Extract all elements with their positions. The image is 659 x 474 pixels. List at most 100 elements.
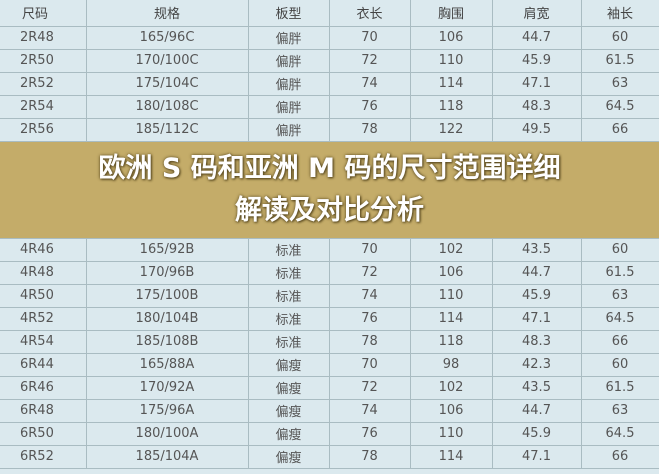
column-header: 肩宽 — [492, 0, 582, 27]
table-cell: 118 — [410, 95, 493, 119]
table-row: 6R44 165/88A 偏瘦 70 98 42.3 60 — [0, 353, 659, 377]
table-cell: 偏胖 — [248, 95, 330, 119]
table-cell: 6R48 — [0, 399, 87, 423]
table-cell: 78 — [329, 445, 411, 469]
table-cell: 偏瘦 — [248, 353, 330, 377]
table-cell: 185/104A — [86, 445, 249, 469]
table-cell: 2R56 — [0, 118, 87, 142]
column-header: 袖长 — [581, 0, 659, 27]
table-cell: 偏瘦 — [248, 399, 330, 423]
table-cell: 标准 — [248, 261, 330, 285]
table-cell: 110 — [410, 284, 493, 308]
table-cell: 165/96C — [86, 26, 249, 50]
table-cell: 44.7 — [492, 26, 582, 50]
table-cell: 45.9 — [492, 284, 582, 308]
table-cell: 165/92B — [86, 238, 249, 262]
table-row: 2R52 175/104C 偏胖 74 114 47.1 63 — [0, 72, 659, 96]
table-cell: 102 — [410, 376, 493, 400]
table-cell: 标准 — [248, 307, 330, 331]
table-cell: 47.1 — [492, 307, 582, 331]
table-cell: 175/104C — [86, 72, 249, 96]
table-cell: 180/104B — [86, 307, 249, 331]
table-cell: 66 — [581, 330, 659, 354]
table-row: 4R52 180/104B 标准 76 114 47.1 64.5 — [0, 307, 659, 331]
table-cell: 2R48 — [0, 26, 87, 50]
table-cell: 4R54 — [0, 330, 87, 354]
table-row: 4R46 165/92B 标准 70 102 43.5 60 — [0, 238, 659, 262]
table-cell: 76 — [329, 307, 411, 331]
table-cell: 61.5 — [581, 376, 659, 400]
table-cell: 43.5 — [492, 238, 582, 262]
table-cell: 175/96A — [86, 399, 249, 423]
table-row: 6R52 185/104A 偏瘦 78 114 47.1 66 — [0, 445, 659, 469]
table-row: 6R46 170/92A 偏瘦 72 102 43.5 61.5 — [0, 376, 659, 400]
table-cell: 60 — [581, 238, 659, 262]
column-header: 板型 — [248, 0, 330, 27]
table-cell: 61.5 — [581, 261, 659, 285]
table-cell: 4R50 — [0, 284, 87, 308]
table-cell: 70 — [329, 353, 411, 377]
table-cell: 102 — [410, 238, 493, 262]
table-row: 4R50 175/100B 标准 74 110 45.9 63 — [0, 284, 659, 308]
table-cell: 175/100B — [86, 284, 249, 308]
table-cell: 110 — [410, 422, 493, 446]
table-cell: 74 — [329, 284, 411, 308]
column-header: 衣长 — [329, 0, 411, 27]
table-cell: 114 — [410, 72, 493, 96]
table-cell: 标准 — [248, 284, 330, 308]
table-cell: 118 — [410, 330, 493, 354]
table-cell: 170/92A — [86, 376, 249, 400]
table-cell: 6R50 — [0, 422, 87, 446]
table-cell: 64.5 — [581, 307, 659, 331]
table-cell: 66 — [581, 118, 659, 142]
table-cell: 47.1 — [492, 72, 582, 96]
table-cell: 98 — [410, 353, 493, 377]
table-cell: 4R52 — [0, 307, 87, 331]
table-cell: 76 — [329, 95, 411, 119]
table-cell: 180/100A — [86, 422, 249, 446]
table-cell: 49.5 — [492, 118, 582, 142]
table-cell: 72 — [329, 261, 411, 285]
table-cell: 74 — [329, 72, 411, 96]
table-cell: 2R50 — [0, 49, 87, 73]
table-cell: 170/96B — [86, 261, 249, 285]
table-cell: 61.5 — [581, 49, 659, 73]
table-row: 4R54 185/108B 标准 78 118 48.3 66 — [0, 330, 659, 354]
table-cell: 76 — [329, 422, 411, 446]
table-cell: 63 — [581, 72, 659, 96]
table-row: 4R48 170/96B 标准 72 106 44.7 61.5 — [0, 261, 659, 285]
table-cell: 114 — [410, 445, 493, 469]
table-cell: 74 — [329, 399, 411, 423]
table-cell: 6R46 — [0, 376, 87, 400]
table-cell: 63 — [581, 284, 659, 308]
table-cell: 66 — [581, 445, 659, 469]
banner-title-line1: 欧洲 S 码和亚洲 M 码的尺寸范围详细 — [98, 152, 561, 184]
table-cell: 偏瘦 — [248, 376, 330, 400]
table-cell: 偏胖 — [248, 72, 330, 96]
table-cell: 4R48 — [0, 261, 87, 285]
table-cell: 6R52 — [0, 445, 87, 469]
table-cell: 60 — [581, 26, 659, 50]
table-cell: 60 — [581, 353, 659, 377]
banner-title-line2: 解读及对比分析 — [235, 194, 424, 226]
table-row: 2R50 170/100C 偏胖 72 110 45.9 61.5 — [0, 49, 659, 73]
table-cell: 165/88A — [86, 353, 249, 377]
table-cell: 偏胖 — [248, 49, 330, 73]
table-cell: 64.5 — [581, 422, 659, 446]
table-cell: 70 — [329, 26, 411, 50]
table-cell: 72 — [329, 49, 411, 73]
table-cell: 106 — [410, 261, 493, 285]
column-header: 尺码 — [0, 0, 87, 27]
table-row: 2R48 165/96C 偏胖 70 106 44.7 60 — [0, 26, 659, 50]
title-banner-row: 欧洲 S 码和亚洲 M 码的尺寸范围详细 解读及对比分析 — [0, 141, 659, 239]
column-header: 胸围 — [410, 0, 493, 27]
table-row: 2R56 185/112C 偏胖 78 122 49.5 66 — [0, 118, 659, 142]
table-cell: 43.5 — [492, 376, 582, 400]
table-cell: 47.1 — [492, 445, 582, 469]
table-cell: 70 — [329, 238, 411, 262]
title-banner: 欧洲 S 码和亚洲 M 码的尺寸范围详细 解读及对比分析 — [0, 148, 659, 232]
table-cell: 偏瘦 — [248, 445, 330, 469]
table-cell: 185/112C — [86, 118, 249, 142]
table-cell: 44.7 — [492, 261, 582, 285]
